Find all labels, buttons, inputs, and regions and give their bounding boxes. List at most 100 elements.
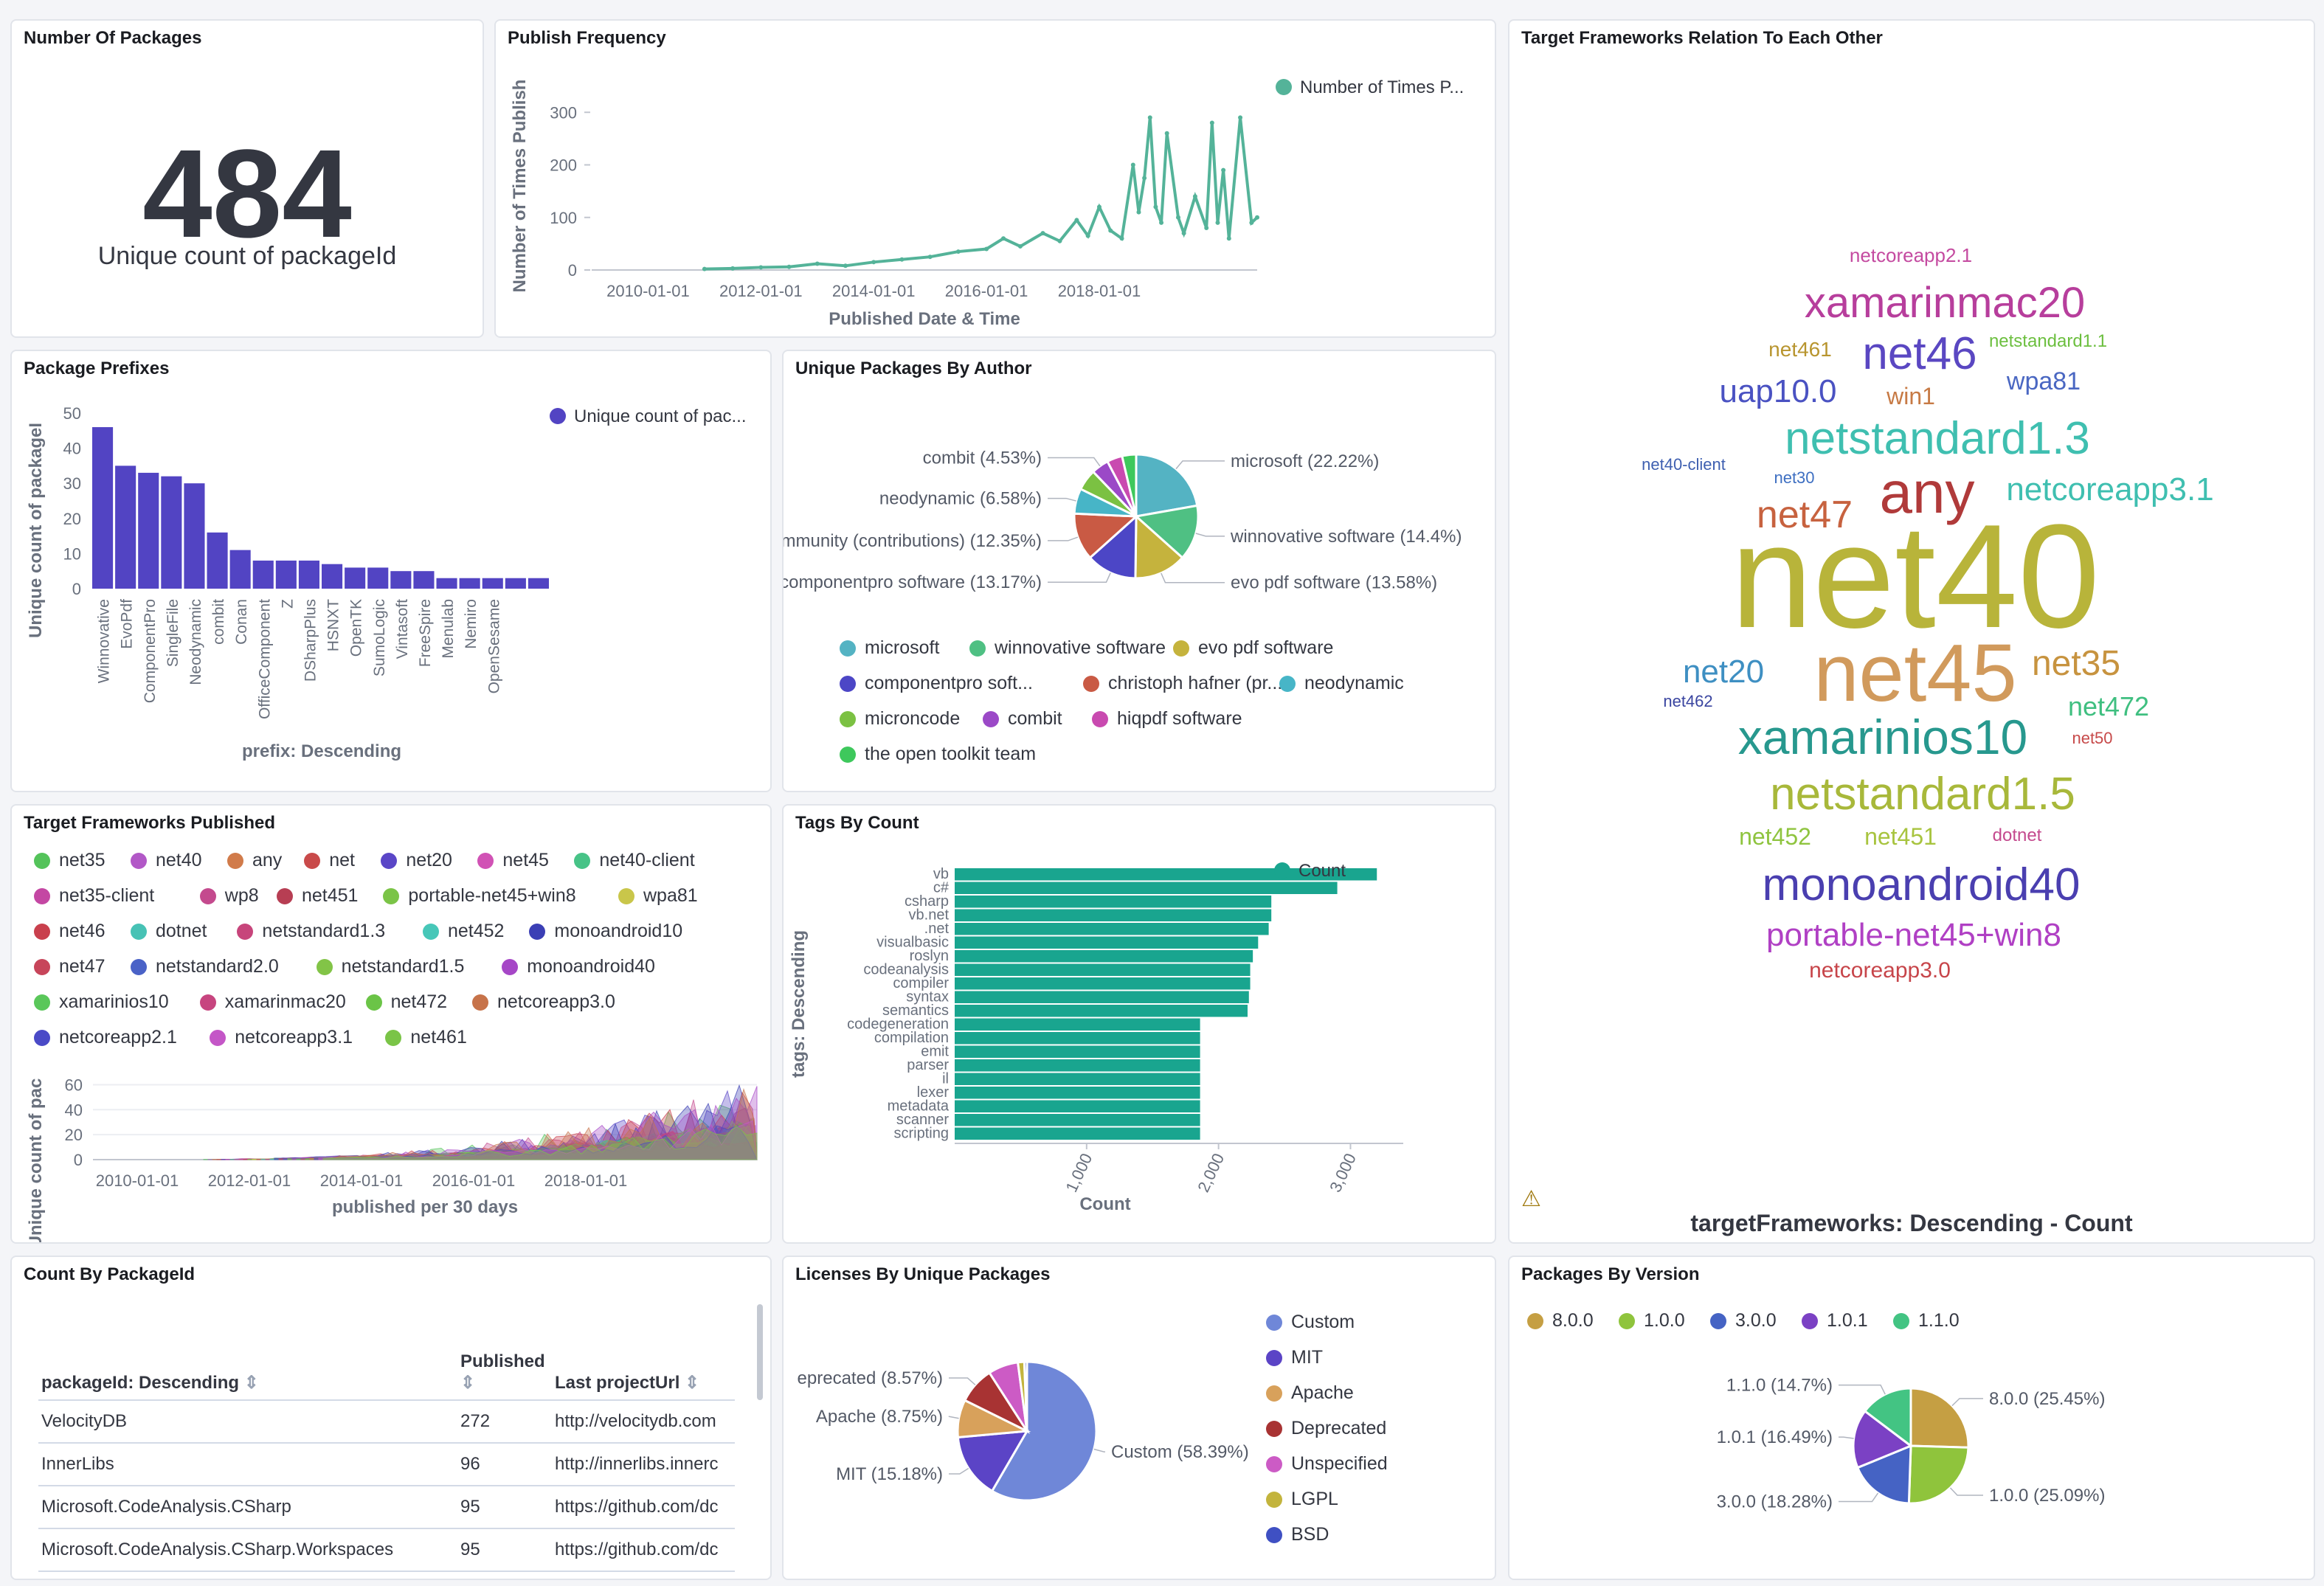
legend-item[interactable]: any bbox=[227, 850, 282, 871]
legend-item[interactable]: net461 bbox=[385, 1027, 467, 1048]
legend-item[interactable]: netcoreapp3.0 bbox=[472, 991, 615, 1013]
panel-package-prefixes: Package Prefixes 0 10 20 30 40 50 Winnovative E… bbox=[10, 350, 772, 792]
label-leader bbox=[1839, 1384, 1886, 1395]
legend-item[interactable]: 3.0.0 bbox=[1710, 1310, 1777, 1332]
legend-item[interactable]: net45 bbox=[477, 850, 549, 871]
bar bbox=[955, 1114, 1200, 1126]
bar bbox=[390, 571, 412, 589]
column-header-projecturl[interactable]: Last projectUrl ⇕ bbox=[552, 1346, 735, 1401]
legend-item[interactable]: net bbox=[304, 850, 355, 871]
table-scrollbar[interactable] bbox=[757, 1304, 763, 1400]
legend-item[interactable]: netstandard1.5 bbox=[316, 956, 464, 977]
data-point bbox=[1017, 243, 1023, 249]
legend-item[interactable]: dotnet bbox=[131, 921, 207, 942]
legend-item[interactable]: the open toolkit team bbox=[840, 744, 1036, 765]
sort-icon[interactable]: ⇕ bbox=[243, 1373, 259, 1393]
legend-item[interactable]: xamarinios10 bbox=[34, 991, 169, 1013]
cell-projecturl[interactable]: http://innerlibs.innerc bbox=[552, 1443, 735, 1486]
legend-label: Unique count of pac... bbox=[574, 406, 746, 426]
cell-projecturl[interactable]: https://github.com/dc bbox=[552, 1528, 735, 1572]
legend-item[interactable]: 1.1.0 bbox=[1893, 1310, 1960, 1332]
legend-item[interactable]: BSD bbox=[1266, 1524, 1329, 1545]
legend-dot bbox=[840, 746, 856, 763]
y-tick-label: 40 bbox=[65, 1101, 83, 1119]
legend-item[interactable]: net451 bbox=[277, 885, 358, 907]
table-row[interactable]: InnerLibs 96 http://innerlibs.innerc bbox=[38, 1443, 735, 1486]
cell-projecturl[interactable]: http://velocitydb.com bbox=[552, 1400, 735, 1444]
legend-item[interactable]: netcoreapp3.1 bbox=[210, 1027, 353, 1048]
legend-item[interactable]: xamarinmac20 bbox=[199, 991, 346, 1013]
legend-item[interactable]: christoph hafner (pr... bbox=[1083, 673, 1282, 694]
table-row[interactable]: Microsoft.CodeAnalysis.CSharp.Workspaces… bbox=[38, 1528, 735, 1572]
bar bbox=[92, 427, 114, 589]
label-leader bbox=[949, 1377, 976, 1385]
table-row[interactable]: Microsoft.CodeAnalysis.CSharp 95 https://g… bbox=[38, 1486, 735, 1529]
legend-item[interactable]: net35-client bbox=[34, 885, 154, 907]
legend-item[interactable]: 8.0.0 bbox=[1527, 1310, 1594, 1332]
legend-item[interactable]: neodynamic bbox=[1279, 673, 1404, 694]
legend-item[interactable]: evo pdf software bbox=[1173, 637, 1333, 659]
legend-item[interactable]: netstandard1.3 bbox=[237, 921, 385, 942]
legend-item[interactable]: netstandard2.0 bbox=[131, 956, 279, 977]
legend-item[interactable]: net452 bbox=[423, 921, 504, 942]
legend-item[interactable]: Unspecified bbox=[1266, 1453, 1388, 1475]
legend-item[interactable]: Deprecated bbox=[1266, 1418, 1386, 1439]
legend-item[interactable]: monoandroid40 bbox=[502, 956, 655, 977]
legend-item[interactable]: net35 bbox=[34, 850, 106, 871]
legend-item[interactable]: LGPL bbox=[1266, 1489, 1338, 1510]
legend-label: net46 bbox=[59, 921, 106, 941]
legend-item[interactable]: netcoreapp2.1 bbox=[34, 1027, 177, 1048]
legend-item[interactable]: portable-net45+win8 bbox=[383, 885, 576, 907]
legend-item[interactable]: net20 bbox=[381, 850, 452, 871]
legend-item[interactable]: net472 bbox=[365, 991, 448, 1013]
cell-projecturl[interactable]: https://github.com/dc bbox=[552, 1486, 735, 1529]
legend-item[interactable]: monoandroid10 bbox=[529, 921, 682, 942]
legend-label: net472 bbox=[390, 991, 448, 1012]
legend-item[interactable]: 1.0.1 bbox=[1802, 1310, 1868, 1332]
legend-item[interactable]: winnovative software bbox=[969, 637, 1166, 659]
legend-item[interactable]: wp8 bbox=[199, 885, 259, 907]
x-tick-label: 2018-01-01 bbox=[1058, 282, 1141, 300]
legend-label: LGPL bbox=[1291, 1489, 1338, 1509]
legend-item[interactable]: combit bbox=[983, 708, 1062, 730]
legend-dot bbox=[529, 923, 546, 940]
legend-label: componentpro soft... bbox=[865, 673, 1033, 693]
data-point bbox=[1119, 236, 1124, 241]
legend-item[interactable]: hiqpdf software bbox=[1092, 708, 1242, 730]
legend-item[interactable]: 1.0.0 bbox=[1619, 1310, 1685, 1332]
y-tick-label: compiler bbox=[893, 975, 949, 991]
legend-item[interactable]: MIT bbox=[1266, 1347, 1323, 1368]
cell-projecturl[interactable]: https://github.com/dc bbox=[552, 1571, 735, 1579]
slice-label: neodynamic (6.58%) bbox=[879, 489, 1042, 509]
column-header-published[interactable]: Published ⇕ bbox=[457, 1346, 552, 1401]
legend-label: 3.0.0 bbox=[1735, 1310, 1777, 1331]
label-leader bbox=[1048, 497, 1076, 502]
legend-item[interactable]: Apache bbox=[1266, 1382, 1354, 1404]
legend-item[interactable]: microncode bbox=[840, 708, 960, 730]
legend-item[interactable]: net47 bbox=[34, 956, 106, 977]
legend-label: hiqpdf software bbox=[1117, 708, 1242, 729]
legend-label: 1.0.1 bbox=[1827, 1310, 1868, 1331]
legend-item[interactable]: net46 bbox=[34, 921, 106, 942]
legend-item[interactable]: componentpro soft... bbox=[840, 673, 1033, 694]
legend-item[interactable]: microsoft bbox=[840, 637, 939, 659]
legend-item[interactable]: Custom bbox=[1266, 1312, 1355, 1333]
label-leader bbox=[1093, 1448, 1105, 1452]
warning-icon[interactable]: ⚠ bbox=[1521, 1187, 1541, 1211]
legend-item[interactable]: wpa81 bbox=[618, 885, 698, 907]
legend-item[interactable]: net40-client bbox=[574, 850, 695, 871]
data-point bbox=[984, 246, 989, 252]
legend-dot bbox=[840, 710, 856, 727]
table-row[interactable]: VelocityDB 272 http://velocitydb.com bbox=[38, 1400, 735, 1444]
sort-icon[interactable]: ⇕ bbox=[685, 1373, 700, 1393]
sort-icon[interactable]: ⇕ bbox=[460, 1373, 476, 1393]
legend-dot bbox=[34, 852, 50, 869]
legend-item[interactable]: net40 bbox=[131, 850, 202, 871]
bar bbox=[955, 868, 1377, 881]
panel-tags-by-count: Tags By Count vb c# csharp vb.net .net visual… bbox=[782, 804, 1496, 1244]
panel-title: Target Frameworks Relation To Each Other bbox=[1521, 28, 1883, 48]
y-axis-title: Unique count of packageI bbox=[26, 423, 46, 638]
column-header-packageid[interactable]: packageId: Descending ⇕ bbox=[38, 1346, 457, 1401]
table-row[interactable]: Microsoft.CodeAnalysis.Common95https://g… bbox=[38, 1571, 735, 1579]
y-tick-label: 0 bbox=[72, 580, 81, 598]
